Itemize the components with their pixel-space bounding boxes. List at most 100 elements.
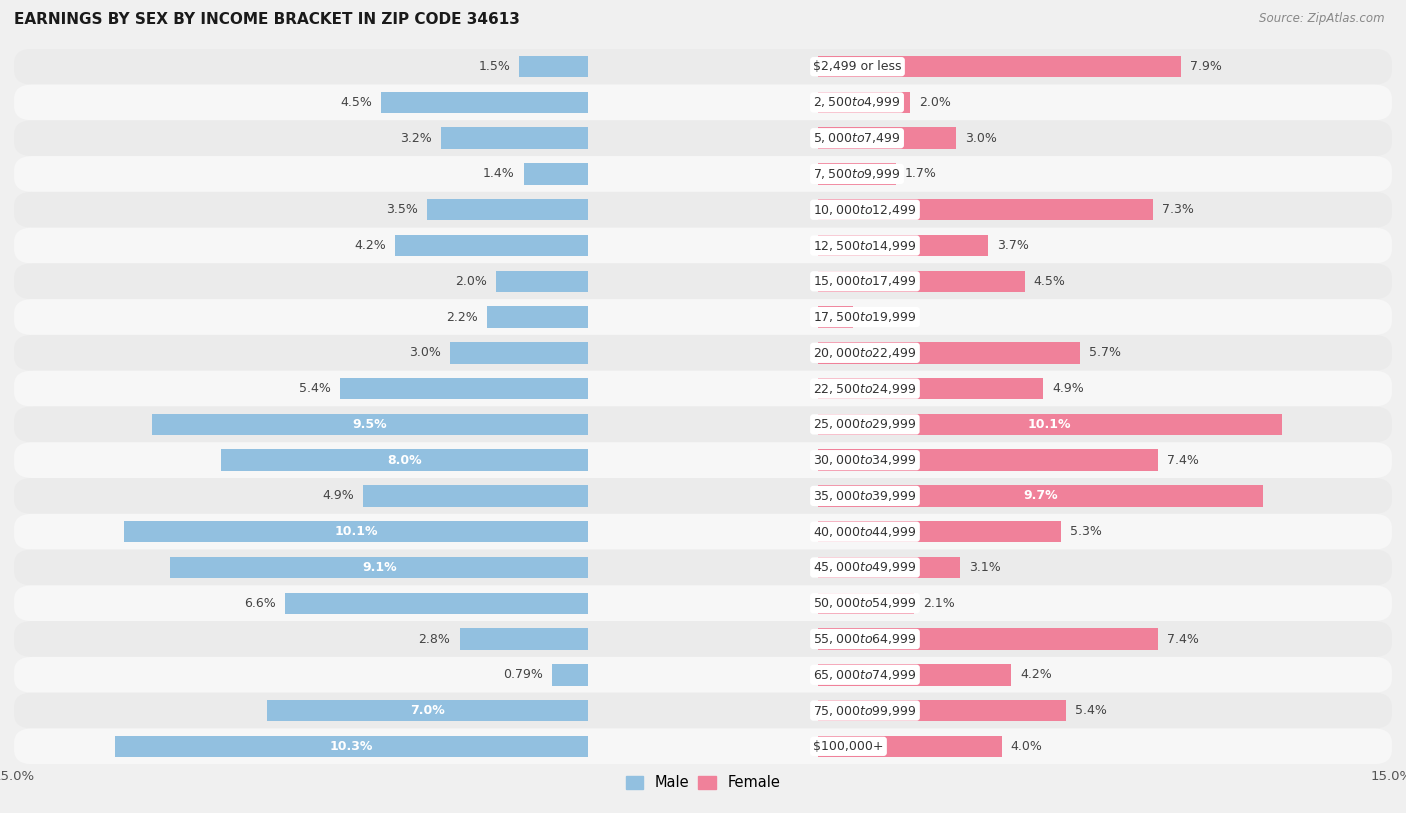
Text: $7,500 to $9,999: $7,500 to $9,999 <box>813 167 901 181</box>
Bar <box>340 378 588 399</box>
Text: $15,000 to $17,499: $15,000 to $17,499 <box>813 274 917 289</box>
Text: 10.1%: 10.1% <box>335 525 378 538</box>
Text: 0.77%: 0.77% <box>862 311 903 324</box>
FancyBboxPatch shape <box>14 192 1392 228</box>
FancyBboxPatch shape <box>14 228 1392 263</box>
FancyBboxPatch shape <box>14 263 1392 299</box>
FancyBboxPatch shape <box>14 693 1392 728</box>
Text: 2.2%: 2.2% <box>446 311 478 324</box>
Text: 4.5%: 4.5% <box>1033 275 1066 288</box>
Text: 3.1%: 3.1% <box>969 561 1001 574</box>
Text: 7.4%: 7.4% <box>1167 454 1199 467</box>
Bar <box>818 628 1157 650</box>
Bar <box>152 414 588 435</box>
Text: 6.6%: 6.6% <box>245 597 276 610</box>
Text: 4.0%: 4.0% <box>1011 740 1043 753</box>
Text: 0.79%: 0.79% <box>503 668 543 681</box>
Bar <box>115 736 588 757</box>
Text: $2,500 to $4,999: $2,500 to $4,999 <box>813 95 901 110</box>
Legend: Male, Female: Male, Female <box>620 770 786 796</box>
Text: 4.2%: 4.2% <box>1019 668 1052 681</box>
Bar <box>818 163 896 185</box>
Bar <box>441 128 588 149</box>
FancyBboxPatch shape <box>14 514 1392 550</box>
FancyBboxPatch shape <box>14 621 1392 657</box>
Bar <box>124 521 588 542</box>
FancyBboxPatch shape <box>14 156 1392 192</box>
Text: $65,000 to $74,999: $65,000 to $74,999 <box>813 667 917 682</box>
Text: 7.3%: 7.3% <box>1163 203 1194 216</box>
FancyBboxPatch shape <box>14 120 1392 156</box>
Bar <box>818 450 1157 471</box>
Text: 7.0%: 7.0% <box>411 704 444 717</box>
Text: 4.9%: 4.9% <box>1052 382 1084 395</box>
Text: $75,000 to $99,999: $75,000 to $99,999 <box>813 703 917 718</box>
Text: 3.0%: 3.0% <box>965 132 997 145</box>
Bar <box>818 56 1181 77</box>
Text: 10.1%: 10.1% <box>1028 418 1071 431</box>
Text: $17,500 to $19,999: $17,500 to $19,999 <box>813 310 917 324</box>
Bar <box>818 235 988 256</box>
Bar <box>553 664 588 685</box>
Text: $45,000 to $49,999: $45,000 to $49,999 <box>813 560 917 575</box>
Text: 9.5%: 9.5% <box>353 418 387 431</box>
FancyBboxPatch shape <box>14 406 1392 442</box>
Text: 2.0%: 2.0% <box>456 275 486 288</box>
Bar <box>395 235 588 256</box>
Bar <box>818 700 1066 721</box>
Text: $2,499 or less: $2,499 or less <box>813 60 901 73</box>
Bar <box>221 450 588 471</box>
Text: 4.2%: 4.2% <box>354 239 387 252</box>
Text: 5.4%: 5.4% <box>299 382 330 395</box>
Bar <box>818 414 1282 435</box>
Bar <box>524 163 588 185</box>
Text: 1.7%: 1.7% <box>905 167 936 180</box>
Text: 5.7%: 5.7% <box>1088 346 1121 359</box>
Text: $55,000 to $64,999: $55,000 to $64,999 <box>813 632 917 646</box>
Text: $25,000 to $29,999: $25,000 to $29,999 <box>813 417 917 432</box>
Bar <box>496 271 588 292</box>
Bar <box>363 485 588 506</box>
Text: 9.1%: 9.1% <box>361 561 396 574</box>
Text: 2.0%: 2.0% <box>920 96 950 109</box>
Text: 7.4%: 7.4% <box>1167 633 1199 646</box>
FancyBboxPatch shape <box>14 478 1392 514</box>
FancyBboxPatch shape <box>14 442 1392 478</box>
Text: $20,000 to $22,499: $20,000 to $22,499 <box>813 346 917 360</box>
Text: 5.4%: 5.4% <box>1076 704 1107 717</box>
Bar <box>267 700 588 721</box>
FancyBboxPatch shape <box>14 299 1392 335</box>
Text: 4.9%: 4.9% <box>322 489 354 502</box>
Text: $5,000 to $7,499: $5,000 to $7,499 <box>813 131 901 146</box>
Bar <box>818 307 853 328</box>
Text: 10.3%: 10.3% <box>330 740 374 753</box>
Text: Source: ZipAtlas.com: Source: ZipAtlas.com <box>1260 12 1385 25</box>
Bar <box>450 342 588 363</box>
Bar <box>818 521 1062 542</box>
Text: 1.4%: 1.4% <box>482 167 515 180</box>
Bar <box>170 557 588 578</box>
Text: 2.8%: 2.8% <box>419 633 450 646</box>
Bar <box>381 92 588 113</box>
FancyBboxPatch shape <box>14 728 1392 764</box>
FancyBboxPatch shape <box>14 657 1392 693</box>
Bar <box>818 593 914 614</box>
Bar <box>818 557 960 578</box>
Text: $100,000+: $100,000+ <box>813 740 884 753</box>
FancyBboxPatch shape <box>14 585 1392 621</box>
Bar <box>818 92 910 113</box>
Bar <box>818 128 956 149</box>
Text: 7.9%: 7.9% <box>1189 60 1222 73</box>
Text: $50,000 to $54,999: $50,000 to $54,999 <box>813 596 917 611</box>
Text: $35,000 to $39,999: $35,000 to $39,999 <box>813 489 917 503</box>
Bar <box>818 736 1001 757</box>
Text: 3.5%: 3.5% <box>387 203 418 216</box>
Bar <box>460 628 588 650</box>
Bar <box>818 342 1080 363</box>
Bar <box>285 593 588 614</box>
FancyBboxPatch shape <box>14 85 1392 120</box>
Text: 4.5%: 4.5% <box>340 96 373 109</box>
Text: 2.1%: 2.1% <box>924 597 955 610</box>
Text: 3.0%: 3.0% <box>409 346 441 359</box>
Text: $40,000 to $44,999: $40,000 to $44,999 <box>813 524 917 539</box>
